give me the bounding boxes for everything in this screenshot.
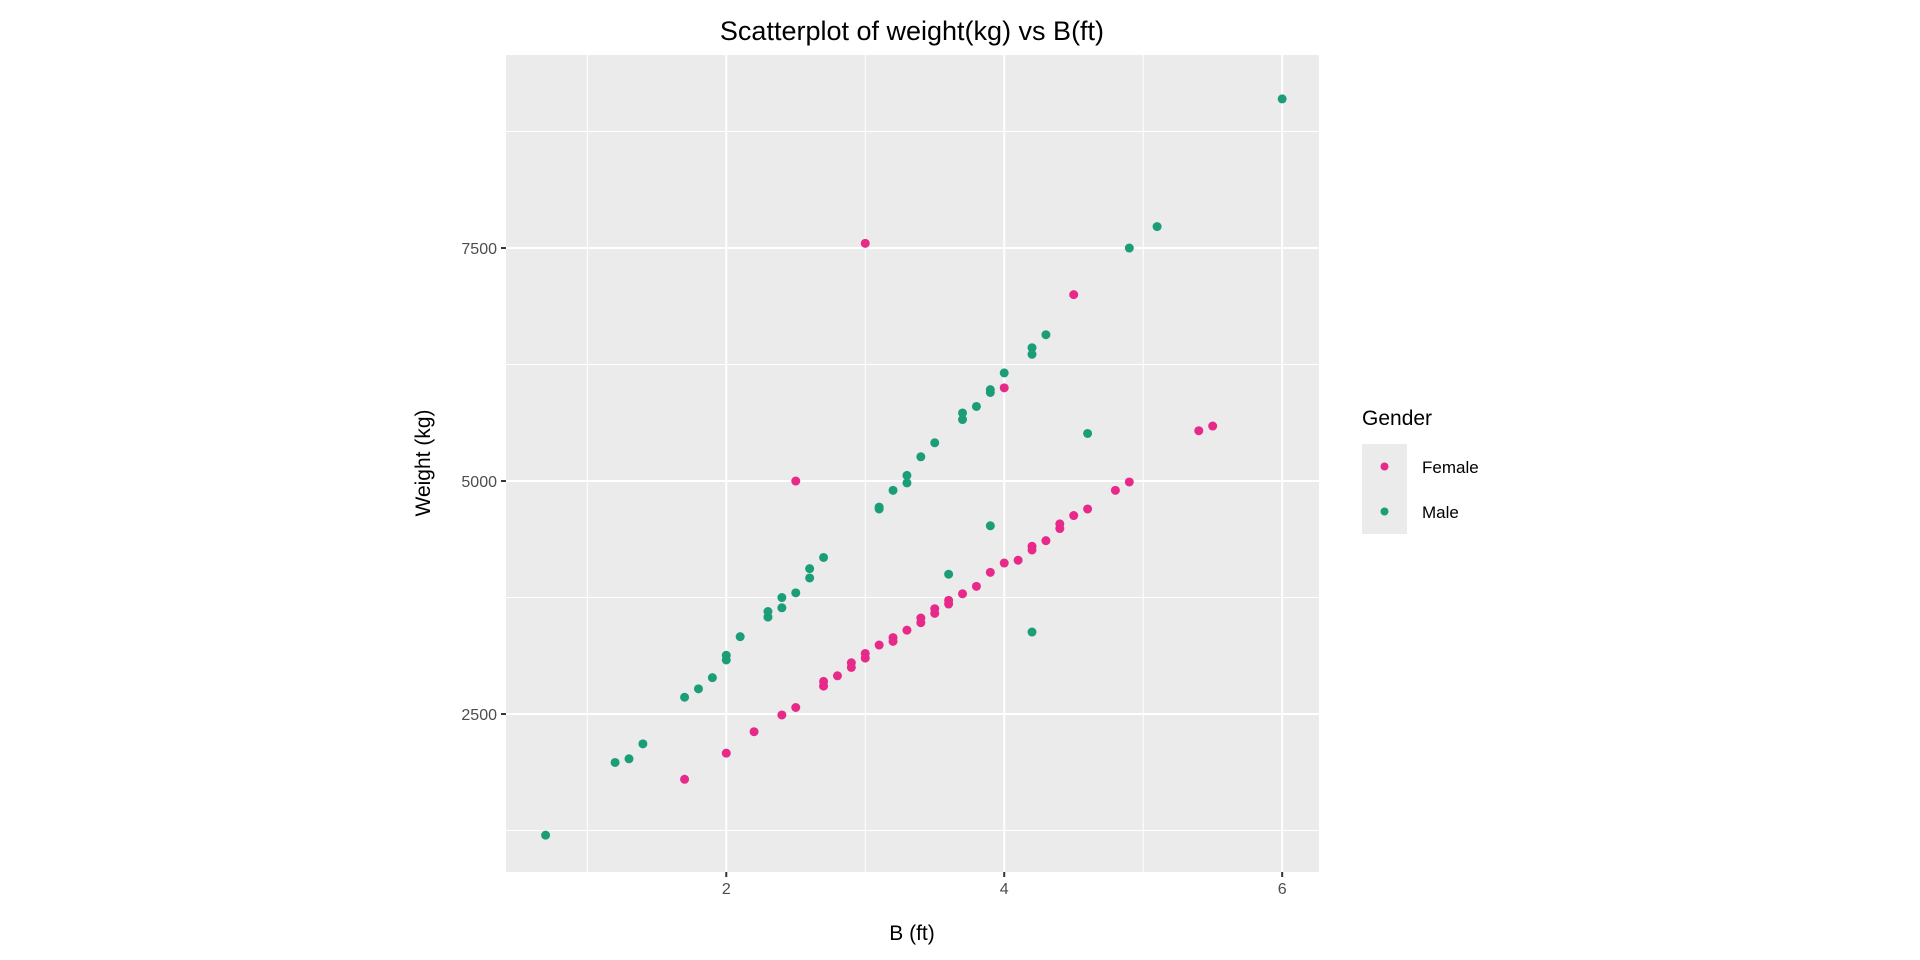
legend-label-female: Female (1422, 458, 1479, 477)
point-male (638, 739, 648, 749)
point-female (1069, 290, 1079, 300)
point-male (1027, 627, 1037, 637)
point-female (860, 648, 870, 658)
point-female (971, 581, 981, 591)
point-male (777, 593, 787, 603)
point-male (791, 588, 801, 598)
point-female (1013, 555, 1023, 565)
point-male (680, 692, 690, 702)
legend-marker-male (1380, 507, 1389, 516)
point-male (819, 552, 829, 562)
point-male (958, 415, 968, 425)
point-male (735, 632, 745, 642)
point-female (1069, 511, 1079, 521)
point-male (944, 569, 954, 579)
x-tick-label: 2 (722, 881, 731, 898)
point-female (1194, 426, 1204, 436)
point-female (944, 595, 954, 605)
point-female (1027, 541, 1037, 551)
point-male (1277, 94, 1287, 104)
point-female (999, 383, 1009, 393)
point-male (930, 438, 940, 448)
legend-label-male: Male (1422, 503, 1459, 522)
point-female (874, 640, 884, 650)
point-male (874, 502, 884, 512)
point-female (930, 604, 940, 614)
plot-panel (506, 55, 1319, 872)
axes: 2 4 6 2500 5000 7500 (461, 241, 1286, 898)
point-female (791, 476, 801, 486)
y-axis-label: Weight (kg) (412, 410, 435, 517)
point-female (846, 658, 856, 668)
y-tick-label: 5000 (461, 474, 497, 491)
point-female (999, 558, 1009, 568)
point-female (721, 748, 731, 758)
point-female (819, 676, 829, 686)
point-female (1124, 477, 1134, 487)
point-female (860, 238, 870, 248)
point-male (958, 408, 968, 418)
x-tick-label: 6 (1278, 881, 1287, 898)
point-female (680, 774, 690, 784)
point-male (541, 830, 551, 840)
legend-title: Gender (1362, 407, 1432, 430)
point-female (916, 613, 926, 623)
point-female (985, 567, 995, 577)
legend: Gender Female Male (1362, 407, 1479, 534)
point-male (888, 485, 898, 495)
point-male (1083, 428, 1093, 438)
point-female (1083, 504, 1093, 514)
point-female (791, 703, 801, 713)
x-axis-label: B (ft) (889, 922, 935, 945)
point-male (985, 385, 995, 395)
point-female (888, 633, 898, 643)
point-male (624, 754, 634, 764)
point-female (958, 589, 968, 599)
point-female (1041, 536, 1051, 546)
point-male (805, 564, 815, 574)
point-male (805, 573, 815, 583)
point-male (985, 521, 995, 531)
point-male (1027, 343, 1037, 353)
point-female (1208, 421, 1218, 431)
point-male (777, 603, 787, 613)
x-tick-label: 4 (1000, 881, 1009, 898)
point-male (999, 368, 1009, 378)
y-tick-label: 7500 (461, 241, 497, 258)
point-male (693, 684, 703, 694)
point-female (1110, 485, 1120, 495)
gridlines (506, 55, 1319, 872)
y-tick-label: 2500 (461, 707, 497, 724)
point-male (1152, 222, 1162, 232)
point-male (1027, 349, 1037, 359)
point-female (749, 727, 759, 737)
legend-marker-female (1380, 462, 1389, 471)
point-male (902, 470, 912, 480)
point-female (1055, 519, 1065, 529)
point-male (763, 607, 773, 617)
point-male (1041, 330, 1051, 340)
point-male (707, 673, 717, 683)
chart-title: Scatterplot of weight(kg) vs B(ft) (720, 16, 1104, 46)
data-points (541, 94, 1287, 840)
point-male (971, 401, 981, 411)
point-male (721, 650, 731, 660)
point-female (777, 710, 787, 720)
point-female (902, 625, 912, 635)
point-male (610, 757, 620, 767)
point-female (832, 671, 842, 681)
point-male (1124, 243, 1134, 253)
point-male (902, 478, 912, 488)
point-male (916, 452, 926, 462)
